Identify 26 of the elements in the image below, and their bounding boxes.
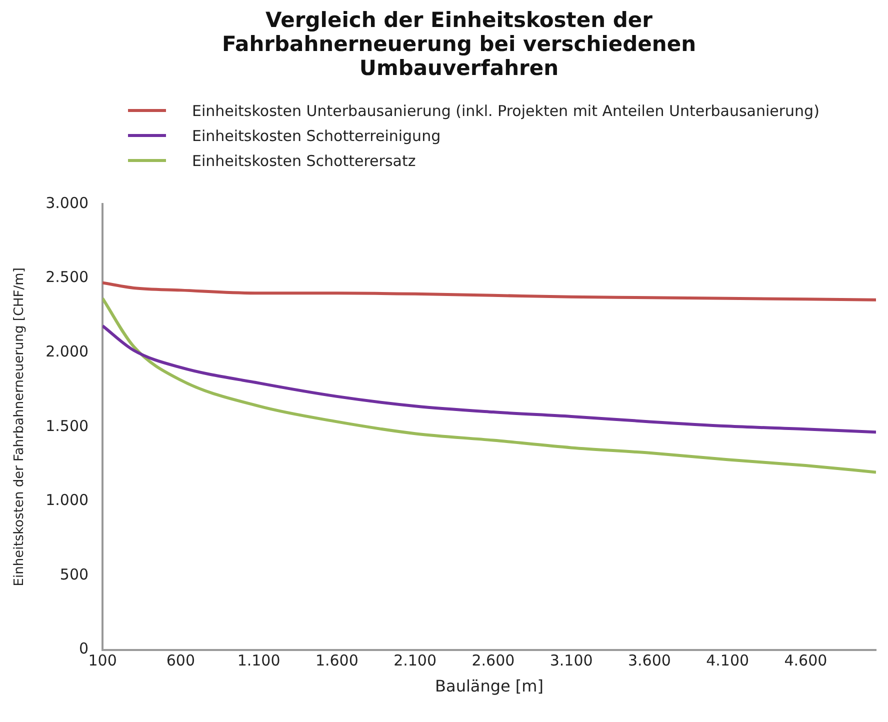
- y-tick-label: 1.500: [46, 416, 89, 435]
- chart-title: Vergleich der Einheitskosten der Fahrbahnerneuerung bei verschiedenen Umbauverfahren: [220, 8, 698, 82]
- x-tick-label: 3.100: [550, 652, 593, 670]
- line-series: [102, 324, 876, 434]
- x-tick-label: 4.600: [784, 652, 828, 670]
- x-tick-label: 2.600: [472, 652, 515, 670]
- legend-label: Einheitskosten Unterbausanierung (inkl. Projekten mit Anteilen Unterbausanierung): [192, 102, 820, 120]
- x-tick-label: 3.600: [628, 652, 671, 670]
- y-axis-title: Einheitskosten der Fahrbahnerneuerung [CHF/m]: [12, 268, 28, 586]
- line-series: [102, 296, 876, 474]
- x-tick-label: 4.100: [706, 652, 750, 670]
- y-tick-label: 2.500: [46, 268, 89, 286]
- y-tick-label: 0: [78, 640, 89, 658]
- legend-label: Einheitskosten Schotterreinigung: [192, 126, 441, 144]
- y-tick-label: 2.000: [46, 342, 89, 360]
- x-tick-label: 600: [166, 652, 195, 670]
- x-axis-title: Baulänge [m]: [435, 676, 544, 696]
- line-series: [102, 281, 876, 302]
- x-tick-label: 100: [88, 652, 117, 670]
- x-tick-label: 1.100: [237, 652, 280, 670]
- y-tick-label: 3.000: [46, 194, 89, 212]
- legend-label: Einheitskosten Schotterersatz: [192, 152, 416, 170]
- y-tick-label: 1.000: [46, 491, 89, 510]
- x-tick-label: 2.100: [394, 652, 437, 670]
- y-tick-label: 500: [60, 565, 89, 584]
- x-tick-label: 1.600: [315, 652, 358, 670]
